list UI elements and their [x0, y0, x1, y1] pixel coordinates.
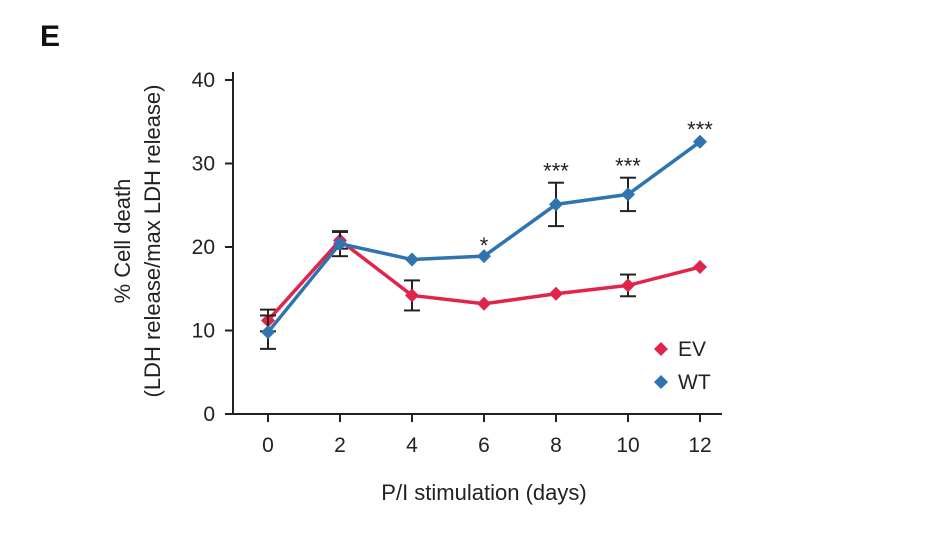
- y-axis-title-line2: (LDH release/max LDH release): [140, 85, 165, 398]
- y-tick-label: 10: [192, 320, 215, 343]
- legend-marker: [654, 342, 668, 356]
- legend-label: WT: [678, 371, 711, 394]
- legend: EV WT: [654, 338, 711, 394]
- data-point: [621, 278, 635, 293]
- legend-item-wt: WT: [654, 371, 711, 394]
- panel-label: E: [40, 20, 60, 53]
- series-layer: [260, 134, 707, 350]
- legend-label: EV: [678, 338, 706, 361]
- data-point: [549, 197, 563, 212]
- data-point: [549, 286, 563, 301]
- x-tick-label: 2: [334, 434, 346, 457]
- data-point: [621, 187, 635, 202]
- annotation-layer: **** ******: [480, 117, 714, 258]
- data-point: [693, 260, 707, 275]
- x-tick-label: 0: [262, 434, 274, 457]
- data-point: [405, 288, 419, 303]
- legend-item-ev: EV: [654, 338, 706, 361]
- data-point: [333, 236, 347, 251]
- x-tick-label: 8: [550, 434, 562, 457]
- y-tick-label: 0: [203, 403, 215, 426]
- y-ticks: 0 10 20 30 40: [192, 69, 233, 426]
- data-point: [693, 134, 707, 149]
- data-point: [405, 252, 419, 267]
- significance-label: ***: [543, 159, 569, 184]
- data-point: [261, 325, 275, 340]
- y-tick-label: 20: [192, 236, 215, 259]
- significance-label: ***: [615, 154, 641, 179]
- y-axis-title-line1: % Cell death: [110, 179, 135, 304]
- y-tick-label: 40: [192, 69, 215, 92]
- x-tick-label: 12: [688, 434, 711, 457]
- x-ticks: 0 2 4 6 8 10 12: [262, 414, 712, 457]
- y-tick-label: 30: [192, 153, 215, 176]
- x-axis-title: P/I stimulation (days): [381, 480, 586, 505]
- significance-label: *: [480, 233, 489, 258]
- x-tick-label: 6: [478, 434, 490, 457]
- data-point: [477, 296, 491, 311]
- significance-label: ***: [687, 117, 713, 142]
- data-point: [477, 249, 491, 264]
- x-tick-label: 4: [406, 434, 418, 457]
- legend-marker: [654, 375, 668, 389]
- series-wt: [260, 134, 707, 350]
- x-tick-label: 10: [616, 434, 639, 457]
